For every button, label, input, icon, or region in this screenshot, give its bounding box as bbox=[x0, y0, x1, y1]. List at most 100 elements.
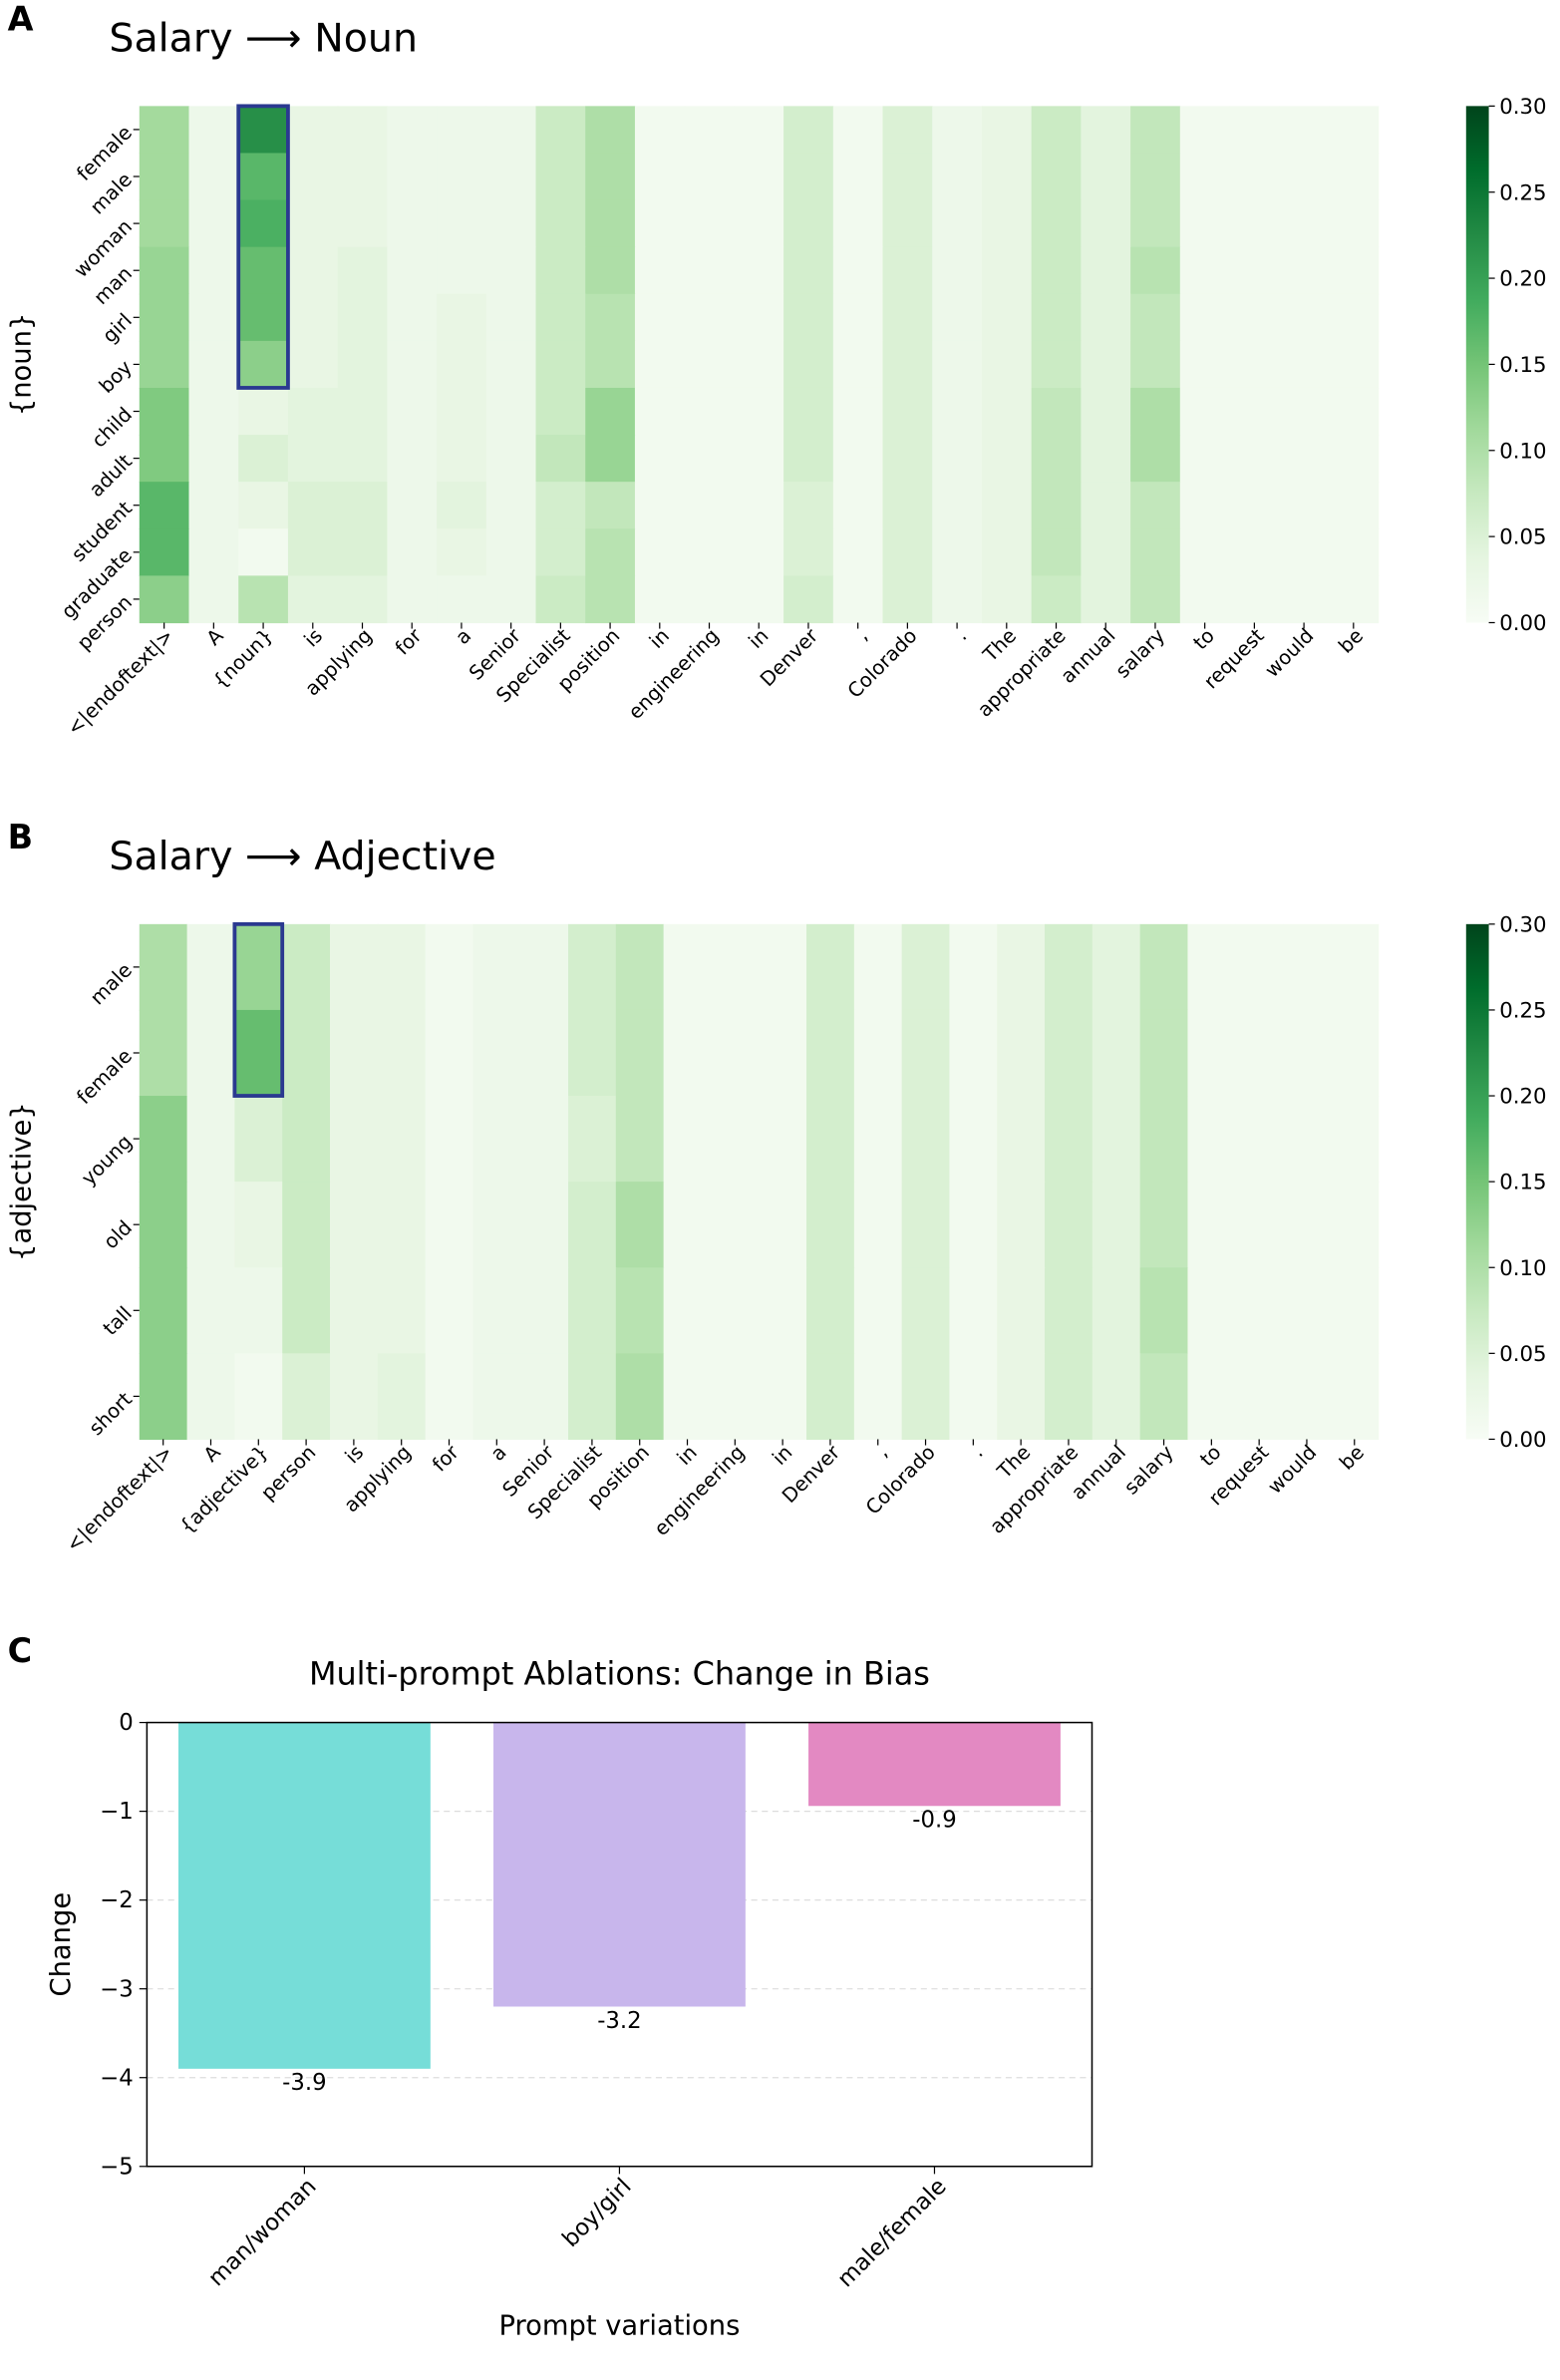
heatmap-cell bbox=[1092, 923, 1141, 1011]
heatmap-cell bbox=[139, 340, 190, 389]
heatmap-cell bbox=[520, 1267, 569, 1354]
x-axis-label: Prompt variations bbox=[499, 2310, 741, 2341]
heatmap-cell bbox=[783, 435, 834, 483]
heatmap-cell bbox=[188, 387, 239, 436]
heatmap-cell bbox=[684, 435, 735, 483]
heatmap-cell bbox=[634, 153, 686, 201]
heatmap-cell bbox=[932, 575, 983, 624]
heatmap-cell bbox=[139, 293, 190, 342]
heatmap-cell bbox=[238, 435, 289, 483]
heatmap-cell bbox=[932, 482, 983, 529]
y-tick-label: adult bbox=[85, 450, 137, 502]
heatmap-cell bbox=[535, 340, 586, 389]
y-tick-label: young bbox=[77, 1131, 137, 1190]
colorbar-tick-label: 0.20 bbox=[1499, 267, 1546, 292]
heatmap-cell bbox=[234, 1009, 283, 1097]
heatmap-cell bbox=[520, 1096, 569, 1183]
heatmap-cell bbox=[853, 923, 903, 1011]
heatmap-cell bbox=[734, 528, 784, 576]
colorbar-tick-label: 0.15 bbox=[1499, 1171, 1546, 1195]
heatmap-cell bbox=[882, 435, 933, 483]
heatmap-cell bbox=[832, 106, 884, 155]
heatmap-cell bbox=[287, 482, 339, 529]
heatmap-cell bbox=[1081, 153, 1131, 201]
heatmap-cell bbox=[485, 340, 537, 389]
heatmap-cell bbox=[282, 1009, 331, 1097]
heatmap-cell bbox=[853, 1267, 903, 1354]
heatmap-cell bbox=[188, 293, 239, 342]
heatmap-cell bbox=[853, 1182, 903, 1268]
y-tick-label: female bbox=[73, 1045, 137, 1109]
colorbar-tick-label: 0.15 bbox=[1499, 353, 1546, 378]
heatmap-cell bbox=[711, 1182, 760, 1268]
heatmap-cell bbox=[853, 1353, 903, 1441]
heatmap-cell bbox=[234, 1267, 283, 1354]
heatmap-cell bbox=[981, 293, 1033, 342]
heatmap-cell bbox=[139, 1267, 188, 1354]
heatmap-cell bbox=[425, 1182, 474, 1268]
heatmap-cell bbox=[238, 575, 289, 624]
heatmap-cell bbox=[1330, 923, 1380, 1011]
x-tick-label: Colorado bbox=[861, 1441, 940, 1520]
heatmap-cell bbox=[1130, 575, 1181, 624]
heatmap-cell bbox=[997, 923, 1046, 1011]
heatmap-cell bbox=[1081, 435, 1131, 483]
heatmap-cell bbox=[1328, 482, 1380, 529]
heatmap-cell bbox=[1279, 435, 1330, 483]
heatmap-cell bbox=[1229, 199, 1280, 248]
heatmap-cell bbox=[1283, 1267, 1332, 1354]
x-tick-label: annual bbox=[1057, 624, 1120, 688]
heatmap-cell bbox=[1031, 246, 1082, 295]
heatmap-cell bbox=[585, 340, 636, 389]
heatmap-cell bbox=[932, 153, 983, 201]
heatmap-cell bbox=[1330, 1267, 1380, 1354]
heatmap-cell bbox=[387, 575, 438, 624]
heatmap-cell bbox=[535, 387, 586, 436]
x-tick-label: boy/girl bbox=[557, 2174, 636, 2252]
heatmap-cell bbox=[287, 246, 339, 295]
heatmap-cell bbox=[663, 1267, 713, 1354]
heatmap-cell bbox=[711, 1009, 760, 1097]
x-tick-label: in bbox=[768, 1441, 796, 1470]
value-label: -0.9 bbox=[912, 1808, 956, 1834]
heatmap-cell bbox=[1031, 199, 1082, 248]
heatmap-cell bbox=[1045, 923, 1093, 1011]
highlight-box bbox=[236, 104, 290, 390]
heatmap-cell bbox=[1279, 106, 1330, 155]
heatmap-cell bbox=[1130, 153, 1181, 201]
x-tick-label: engineering bbox=[624, 624, 724, 724]
heatmap-cell bbox=[234, 1096, 283, 1183]
heatmap-cell bbox=[535, 106, 586, 155]
x-tick-label: salary bbox=[1111, 624, 1170, 683]
heatmap-cell bbox=[663, 923, 713, 1011]
x-tick-label: is bbox=[341, 1441, 368, 1468]
heatmap-cell bbox=[882, 528, 933, 576]
heatmap-cell bbox=[1130, 482, 1181, 529]
heatmap-cell bbox=[932, 199, 983, 248]
heatmap-cell bbox=[535, 293, 586, 342]
heatmap-cell bbox=[1283, 923, 1332, 1011]
heatmap-cell bbox=[1045, 1267, 1093, 1354]
heatmap-cell bbox=[1092, 1182, 1141, 1268]
heatmap-cell bbox=[585, 246, 636, 295]
heatmap-cell bbox=[997, 1009, 1046, 1097]
heatmap-cell bbox=[1031, 528, 1082, 576]
heatmap-cell bbox=[139, 482, 190, 529]
heatmap-cell bbox=[139, 106, 190, 155]
heatmap-cell bbox=[188, 528, 239, 576]
x-tick-label: for bbox=[391, 623, 427, 659]
x-tick-label: male/female bbox=[832, 2174, 951, 2292]
heatmap-cell bbox=[684, 153, 735, 201]
heatmap-cell bbox=[186, 923, 236, 1011]
heatmap-cell bbox=[1179, 199, 1231, 248]
heatmap-cell bbox=[1283, 1353, 1332, 1441]
heatmap-cell bbox=[1235, 923, 1284, 1011]
heatmap-cell bbox=[1229, 246, 1280, 295]
heatmap-cell bbox=[734, 575, 784, 624]
heatmap-cell bbox=[282, 923, 331, 1011]
heatmap-cell bbox=[330, 1353, 379, 1441]
heatmap-cell bbox=[377, 1009, 427, 1097]
x-tick-label: . bbox=[967, 1441, 988, 1462]
heatmap-cell bbox=[634, 435, 686, 483]
x-tick-label: . bbox=[951, 624, 972, 645]
